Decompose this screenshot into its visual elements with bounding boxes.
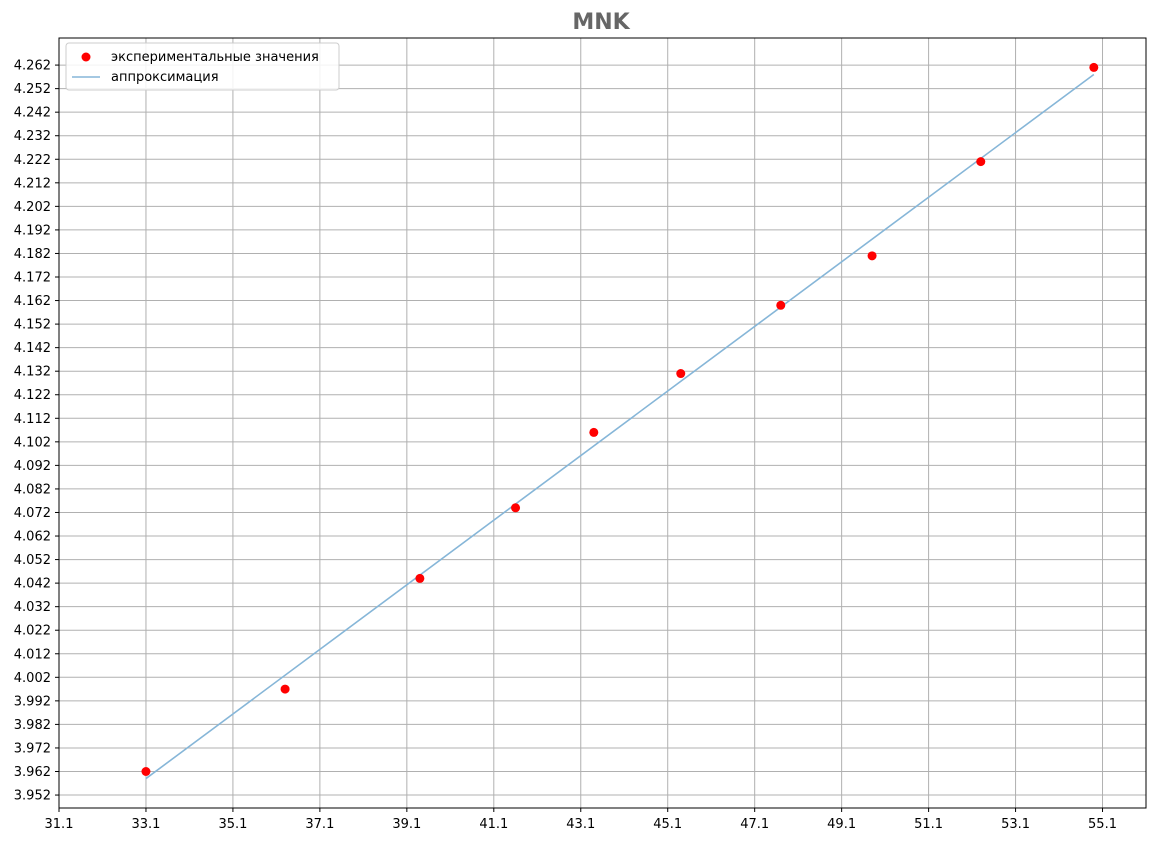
y-tick-label: 4.192: [14, 223, 51, 238]
y-tick-label: 4.152: [14, 318, 51, 333]
y-tick-label: 4.252: [14, 82, 51, 97]
x-tick-label: 41.1: [479, 817, 508, 832]
y-tick-label: 4.232: [14, 129, 51, 144]
x-tick-label: 37.1: [305, 817, 334, 832]
plot-frame: [58, 37, 1147, 809]
x-tick-label: 53.1: [1001, 817, 1030, 832]
data-point: [676, 369, 686, 379]
x-tick-label: 55.1: [1088, 817, 1117, 832]
legend-label-line: аппроксимация: [111, 70, 219, 85]
y-tick-label: 4.012: [14, 647, 51, 662]
y-tick-label: 3.972: [14, 741, 51, 756]
approximation-line: [145, 73, 1095, 780]
y-tick-label: 4.112: [14, 412, 51, 427]
legend-box: [65, 42, 340, 91]
data-point: [867, 251, 877, 261]
x-tick-label: 51.1: [914, 817, 943, 832]
y-tick-label: 4.042: [14, 577, 51, 592]
x-tick-label: 31.1: [45, 817, 74, 832]
data-point: [280, 684, 290, 694]
x-tick-label: 49.1: [827, 817, 856, 832]
data-point: [511, 503, 521, 513]
y-tick-label: 4.122: [14, 388, 51, 403]
data-point: [976, 157, 986, 167]
y-tick-label: 4.032: [14, 600, 51, 615]
legend-label-scatter: экспериментальные значения: [111, 50, 319, 65]
data-point: [589, 427, 599, 437]
x-tick-label: 35.1: [218, 817, 247, 832]
x-tick-label: 47.1: [740, 817, 769, 832]
x-tick-label: 45.1: [653, 817, 682, 832]
axis-ticks: 31.1 33.1 35.1 37.1 39.1 41.1 43.1 45.1 47.1 49.1…: [14, 59, 1117, 832]
y-tick-label: 4.082: [14, 482, 51, 497]
y-tick-label: 3.962: [14, 765, 51, 780]
grid: [58, 38, 1146, 808]
y-tick-label: 4.222: [14, 153, 51, 168]
data-point: [1089, 62, 1099, 72]
y-tick-label: 4.072: [14, 506, 51, 521]
x-tick-label: 39.1: [392, 817, 421, 832]
y-tick-label: 4.102: [14, 435, 51, 450]
y-tick-label: 4.172: [14, 271, 51, 286]
chart-title: MNK: [572, 10, 630, 35]
y-tick-label: 3.982: [14, 718, 51, 733]
y-tick-label: 4.242: [14, 106, 51, 121]
y-tick-label: 3.952: [14, 789, 51, 804]
data-point: [776, 300, 786, 310]
x-tick-label: 43.1: [566, 817, 595, 832]
y-tick-label: 4.132: [14, 365, 51, 380]
x-tick-label: 33.1: [131, 817, 160, 832]
plot-series: [141, 62, 1099, 780]
legend-marker-scatter: [81, 52, 91, 62]
data-point: [415, 573, 425, 583]
y-tick-label: 4.002: [14, 671, 51, 686]
y-tick-label: 4.212: [14, 176, 51, 191]
y-tick-label: 4.182: [14, 247, 51, 262]
y-tick-label: 4.202: [14, 200, 51, 215]
y-tick-label: 4.062: [14, 530, 51, 545]
y-tick-label: 4.142: [14, 341, 51, 356]
y-tick-label: 4.022: [14, 624, 51, 639]
data-point: [141, 767, 151, 777]
y-tick-label: 4.092: [14, 459, 51, 474]
y-tick-label: 4.162: [14, 294, 51, 309]
y-tick-label: 4.052: [14, 553, 51, 568]
legend: экспериментальные значения аппроксимация: [65, 42, 340, 91]
y-tick-label: 3.992: [14, 694, 51, 709]
y-tick-label: 4.262: [14, 59, 51, 74]
